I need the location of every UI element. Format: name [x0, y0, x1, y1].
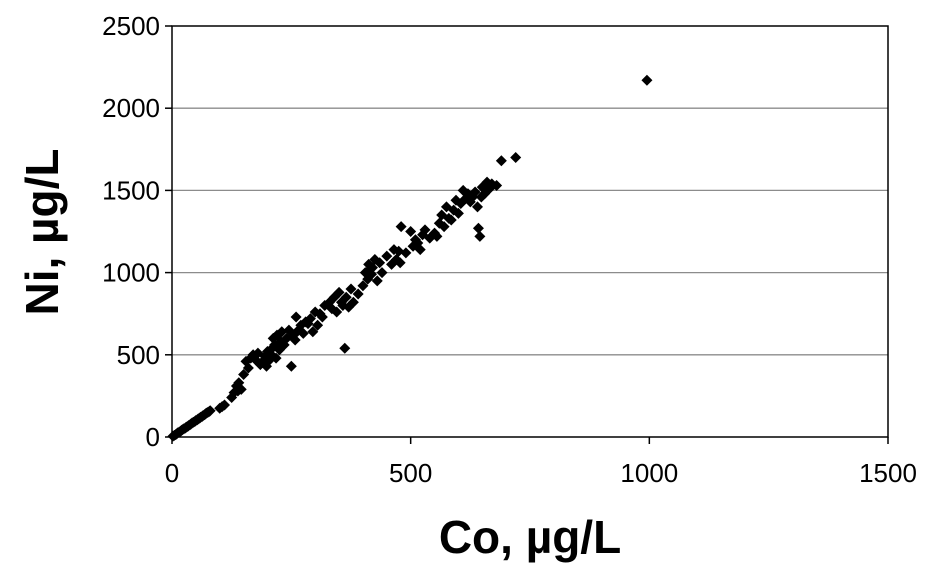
- data-point: [331, 306, 343, 318]
- data-point: [452, 207, 464, 219]
- data-point: [345, 283, 357, 295]
- y-tick-label: 0: [146, 422, 160, 452]
- data-point: [445, 214, 457, 226]
- y-axis-ticks: 0 500 1000 1500 2000 2500: [102, 11, 172, 452]
- y-tick-label: 2000: [102, 93, 160, 123]
- data-point: [333, 286, 345, 298]
- data-point: [290, 311, 302, 323]
- data-point: [472, 222, 484, 234]
- data-point: [405, 226, 417, 237]
- x-tick-label: 500: [389, 458, 432, 488]
- data-point: [495, 155, 507, 167]
- data-point: [285, 360, 297, 372]
- data-point: [366, 262, 378, 274]
- data-point: [235, 383, 247, 395]
- data-point: [419, 224, 431, 236]
- x-axis-ticks: 0 500 1000 1500: [165, 437, 917, 488]
- x-tick-label: 0: [165, 458, 179, 488]
- data-point: [242, 362, 254, 374]
- data-point: [357, 280, 369, 292]
- x-tick-label: 1500: [859, 458, 917, 488]
- data-point: [371, 275, 383, 287]
- data-point: [347, 296, 359, 308]
- y-tick-label: 2500: [102, 11, 160, 41]
- data-point: [393, 245, 405, 257]
- data-point: [641, 74, 653, 86]
- x-axis-title: Co, µg/L: [439, 511, 621, 563]
- y-tick-label: 500: [117, 340, 160, 370]
- data-point: [312, 319, 324, 331]
- data-point: [431, 230, 443, 242]
- data-point: [376, 267, 388, 279]
- data-point: [297, 327, 309, 339]
- data-point: [510, 152, 522, 164]
- x-tick-label: 1000: [620, 458, 678, 488]
- data-point: [474, 230, 486, 242]
- gridlines: [172, 107, 888, 356]
- data-point: [381, 250, 393, 262]
- y-tick-label: 1000: [102, 258, 160, 288]
- data-point: [491, 179, 503, 191]
- y-axis-title: Ni, µg/L: [16, 148, 68, 315]
- data-point: [304, 313, 316, 325]
- data-point: [395, 221, 407, 233]
- plot-area: [171, 25, 889, 438]
- data-point: [374, 257, 386, 269]
- data-point: [238, 369, 250, 381]
- data-point: [366, 268, 378, 280]
- data-point: [270, 352, 282, 364]
- data-point: [352, 288, 364, 300]
- data-point: [471, 201, 483, 213]
- data-point: [339, 342, 351, 354]
- data-point: [469, 186, 481, 198]
- data-point: [394, 257, 406, 269]
- data-point: [316, 311, 328, 323]
- data-point: [204, 405, 216, 417]
- data-points: [167, 74, 653, 442]
- data-point: [400, 247, 412, 259]
- data-point: [245, 352, 257, 364]
- data-point: [289, 334, 301, 346]
- data-point: [307, 326, 319, 338]
- data-point: [276, 326, 288, 338]
- data-point: [438, 221, 450, 233]
- data-point: [340, 291, 352, 303]
- data-point: [414, 244, 426, 256]
- y-tick-label: 1500: [102, 175, 160, 205]
- data-point: [219, 399, 231, 411]
